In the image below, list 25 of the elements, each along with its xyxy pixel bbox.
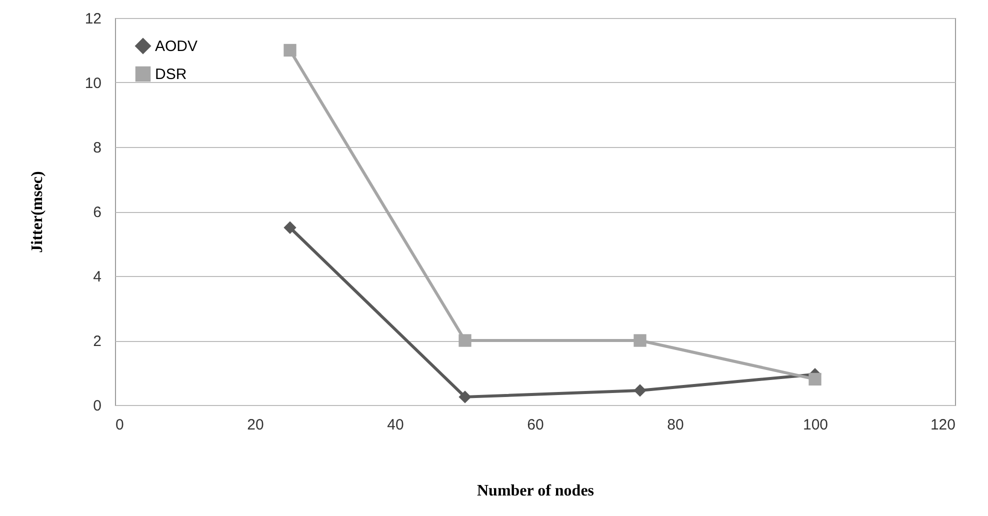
y-tick-label: 2 (93, 333, 102, 350)
y-tick-label: 0 (93, 398, 102, 414)
legend-label: AODV (155, 38, 198, 55)
x-tick-label: 100 (802, 416, 828, 434)
x-tick-label: 40 (387, 416, 404, 434)
x-tick-label: 80 (667, 416, 684, 434)
x-axis-title: Number of nodes (476, 482, 594, 500)
y-tick-label: 8 (93, 140, 102, 156)
point (284, 44, 296, 57)
point (808, 372, 822, 386)
legend-label: DSR (155, 66, 187, 83)
x-tick-label: 60 (527, 416, 544, 434)
point (458, 334, 472, 347)
y-tick-label: 4 (93, 268, 102, 286)
point (458, 390, 472, 404)
x-tick-label: 20 (247, 416, 264, 434)
x-tick-label: 0 (116, 416, 124, 434)
y-tick-label: 10 (84, 75, 102, 92)
x-tick-label: 120 (930, 416, 956, 434)
point (284, 221, 296, 234)
y-tick-label: 12 (84, 10, 102, 28)
point (634, 384, 646, 397)
y-axis-title: Jitter(msec) (28, 171, 46, 253)
y-tick-label: 6 (93, 204, 102, 221)
point (634, 334, 646, 347)
